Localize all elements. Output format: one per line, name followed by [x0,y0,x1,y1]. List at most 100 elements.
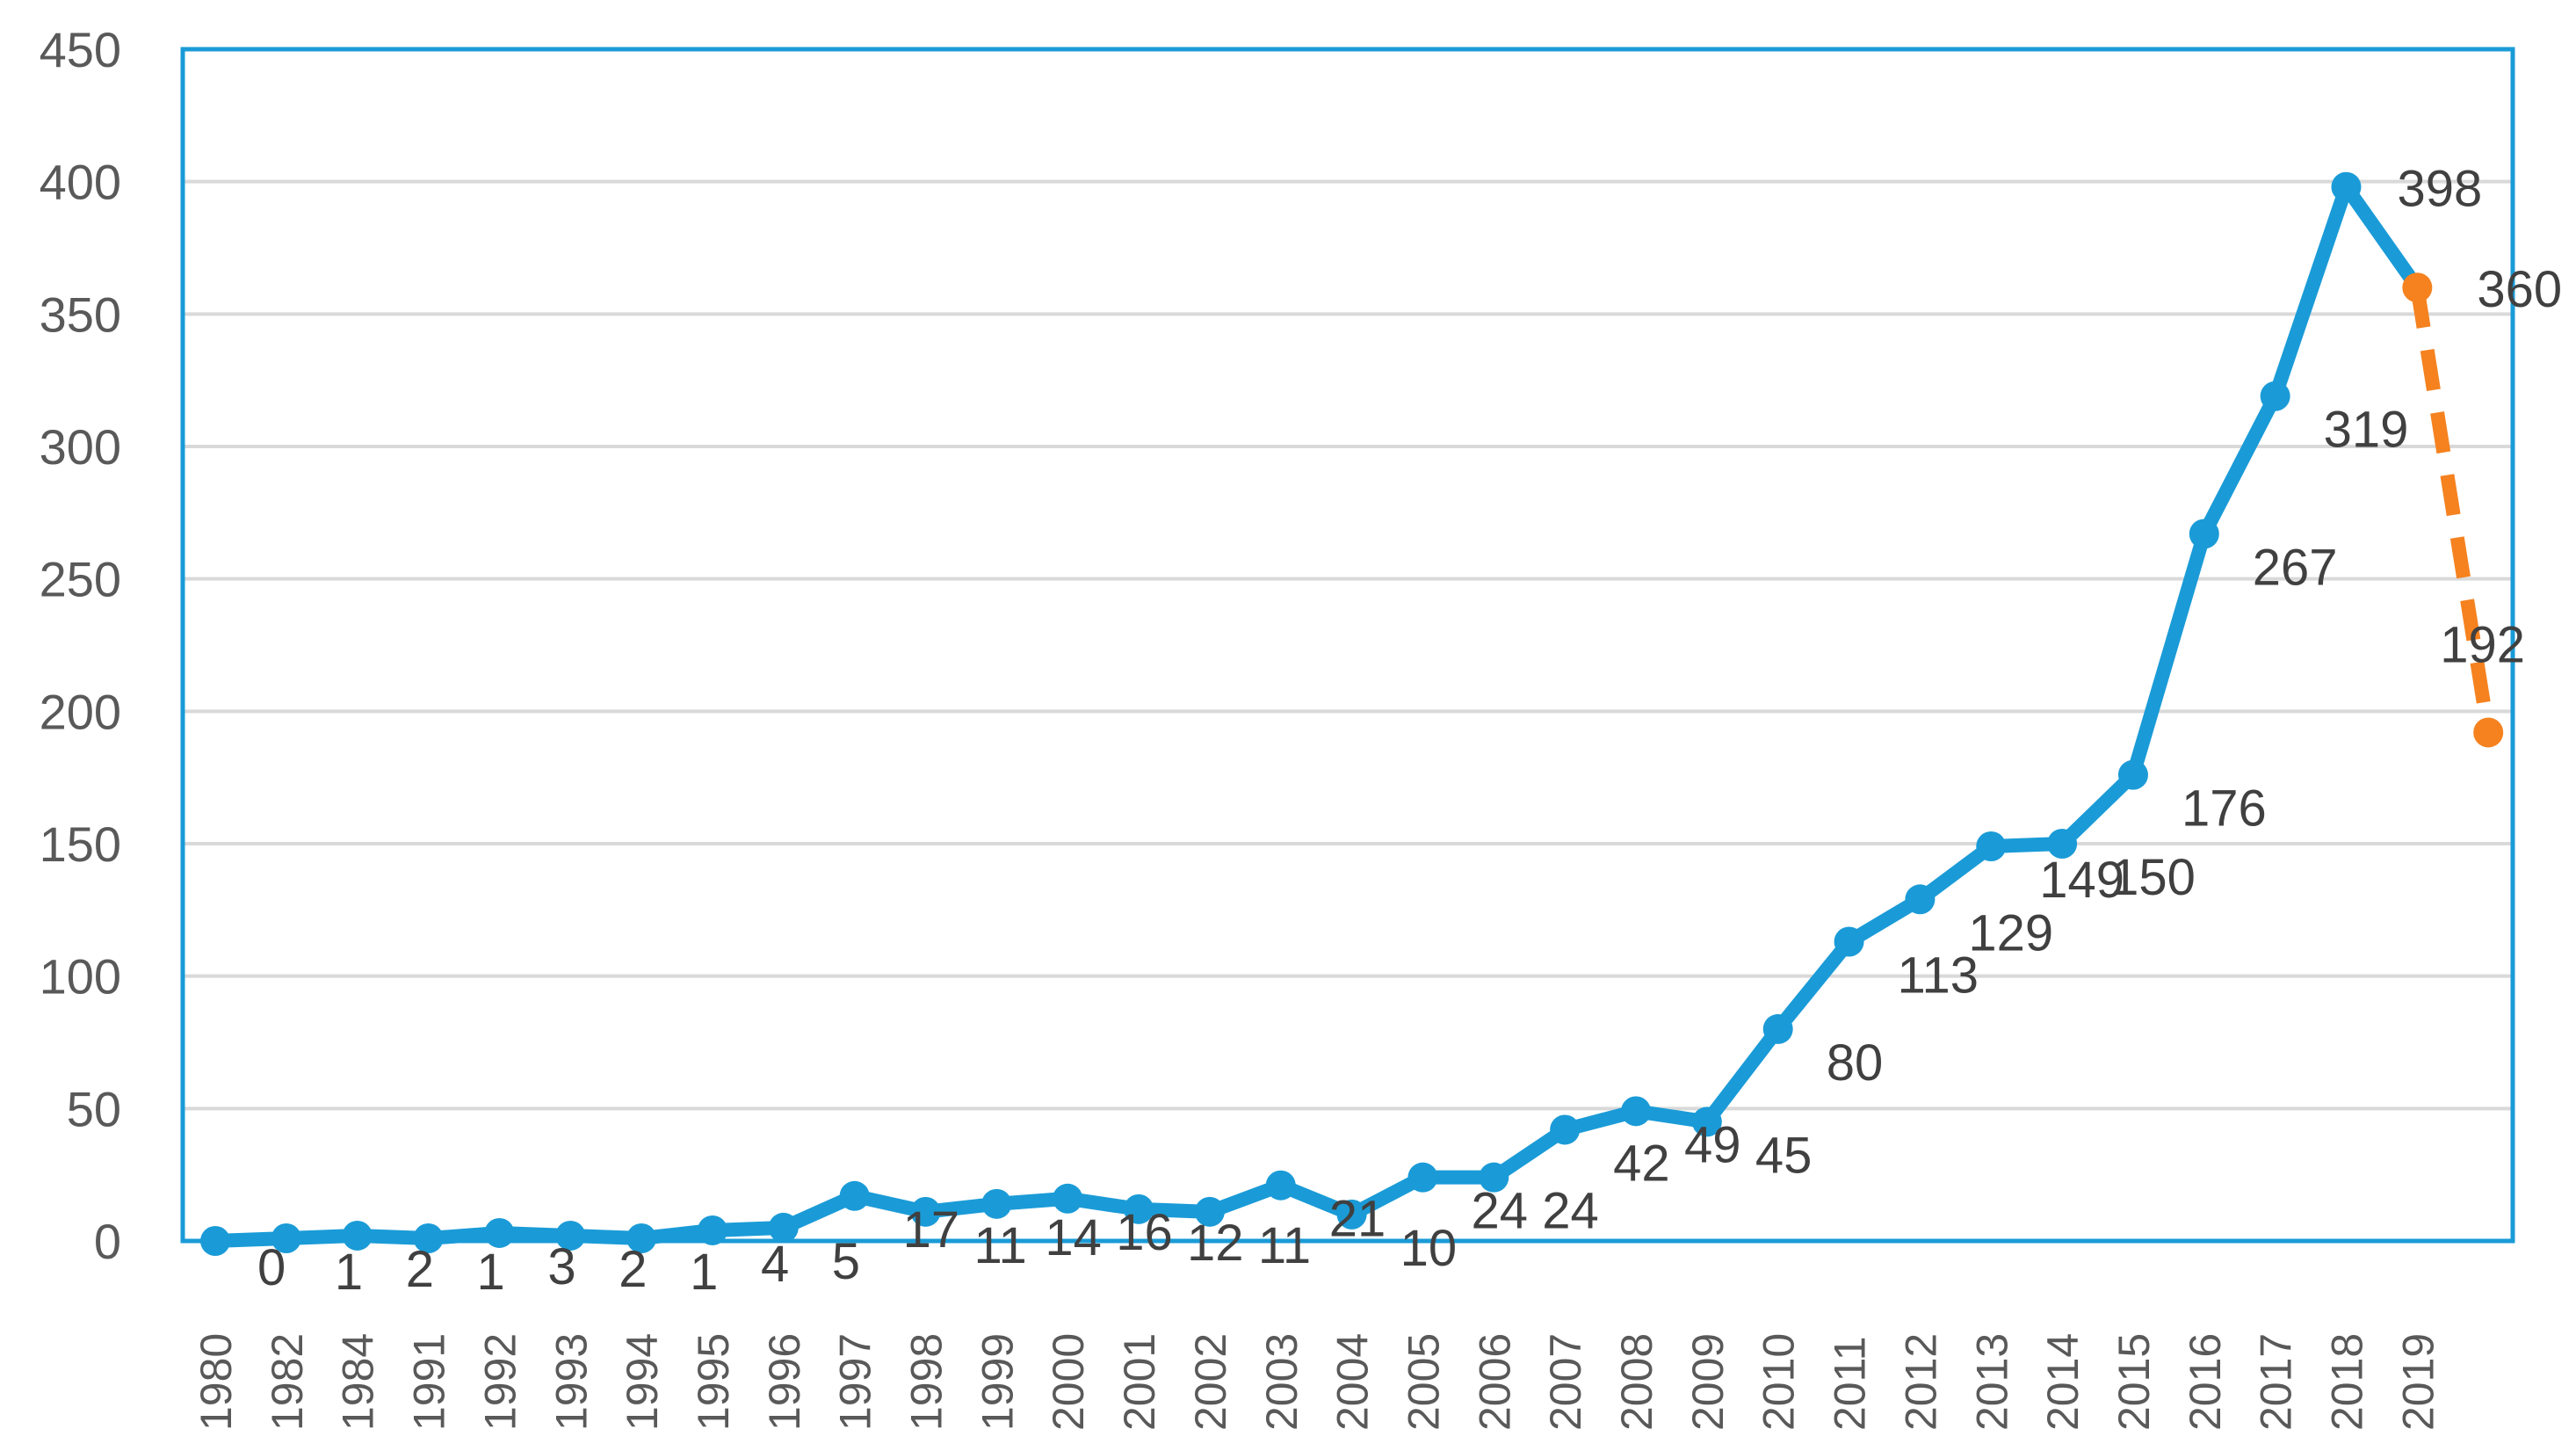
data-label: 113 [1898,947,1979,1004]
data-point [981,1188,1012,1219]
data-point [2260,381,2290,411]
data-label: 17 [903,1201,960,1259]
data-label: 1 [690,1244,718,1301]
data-label: 14 [1045,1209,1102,1266]
data-label: 45 [1755,1127,1813,1184]
data-point [1905,884,1936,915]
data-point [2117,759,2148,790]
data-point [1762,1013,1793,1044]
x-tick-label: 2011 [1826,1336,1875,1431]
data-point [768,1212,799,1243]
x-tick-label: 2000 [1044,1333,1093,1431]
data-label: 16 [1116,1204,1173,1261]
x-tick-label: 1984 [334,1333,383,1431]
data-point [839,1180,870,1211]
data-label: 2 [406,1241,434,1298]
y-tick-label: 150 [40,816,121,872]
x-tick-label: 1995 [689,1333,738,1431]
data-point [2331,171,2362,202]
x-tick-label: 2017 [2252,1333,2301,1431]
data-point [1621,1096,1651,1127]
data-label: 360 [2477,261,2562,318]
data-label: 80 [1827,1034,1884,1092]
data-point [1124,1193,1154,1224]
data-point [2189,519,2219,549]
data-label: 398 [2398,161,2483,218]
y-tick-label: 300 [40,419,121,475]
y-tick-label: 250 [40,552,121,607]
data-point [200,1226,230,1256]
x-tick-label: 1993 [546,1333,596,1431]
x-tick-label: 1980 [192,1333,241,1431]
data-label: 150 [2110,849,2196,906]
data-point [555,1220,586,1251]
x-tick-label: 2002 [1186,1333,1235,1431]
x-tick-label: 2006 [1470,1333,1519,1431]
x-tick-label: 1992 [475,1333,525,1431]
data-point [484,1217,515,1248]
x-tick-label: 2019 [2393,1333,2442,1431]
data-label: 1 [477,1244,505,1301]
data-point [626,1222,657,1253]
x-tick-label: 2018 [2323,1333,2372,1431]
series-line-dashed [2410,286,2496,734]
data-label: 42 [1613,1135,1670,1192]
data-label: 2 [619,1241,647,1298]
x-tick-label: 1998 [902,1333,952,1431]
y-tick-label: 50 [67,1081,121,1136]
data-point [2473,717,2504,748]
x-tick-label: 2007 [1541,1333,1590,1431]
x-tick-label: 2013 [1967,1333,2016,1431]
data-point [1194,1196,1225,1227]
x-tick-label: 2001 [1115,1333,1164,1431]
x-tick-label: 2004 [1328,1333,1378,1431]
data-label: 192 [2440,616,2525,673]
data-points [200,171,2504,1256]
data-label: 12 [1187,1215,1244,1272]
data-point [1336,1199,1367,1230]
x-tick-label: 2010 [1755,1333,1804,1431]
x-axis-tick-labels: 1980 1982 1984 1991 1992 1993 1994 1995 1996 1997… [192,1333,2442,1431]
data-label: 5 [832,1233,860,1290]
data-point [1976,831,2007,862]
data-point [2047,829,2078,859]
data-label: 10 [1400,1220,1458,1277]
y-axis-tick-labels: 0 50 100 150 200 250 300 350 400 450 [40,22,121,1269]
data-label: 24 [1542,1183,1599,1240]
data-label: 319 [2324,402,2409,459]
y-tick-label: 350 [40,287,121,342]
x-tick-label: 2015 [2109,1333,2159,1431]
x-tick-label: 1999 [973,1333,1022,1431]
x-tick-label: 1982 [263,1333,312,1431]
data-label: 21 [1329,1191,1386,1248]
data-point [1053,1183,1083,1214]
data-label: 11 [974,1217,1027,1274]
y-tick-label: 200 [40,684,121,739]
x-tick-label: 2012 [1896,1333,1945,1431]
data-label: 1 [335,1244,363,1301]
data-point [271,1222,301,1253]
data-point [1479,1162,1509,1193]
data-label: 267 [2253,539,2338,596]
data-point [342,1220,373,1251]
x-tick-label: 2008 [1612,1333,1661,1431]
data-label: 4 [761,1236,789,1293]
data-point [1265,1170,1296,1201]
x-tick-label: 1991 [405,1333,454,1431]
data-point [413,1222,444,1253]
x-tick-label: 1996 [760,1333,809,1431]
x-tick-label: 2009 [1683,1333,1733,1431]
data-label: 11 [1258,1217,1311,1274]
x-tick-label: 1994 [618,1333,667,1431]
data-point [2402,272,2433,303]
x-tick-label: 1997 [831,1333,880,1431]
y-tick-label: 400 [40,155,121,210]
y-tick-label: 0 [94,1214,121,1269]
data-label: 24 [1471,1183,1528,1240]
data-label: 176 [2182,780,2267,838]
data-label: 3 [547,1238,575,1295]
y-tick-label: 100 [40,949,121,1005]
data-point [1550,1114,1581,1145]
y-tick-label: 450 [40,22,121,77]
